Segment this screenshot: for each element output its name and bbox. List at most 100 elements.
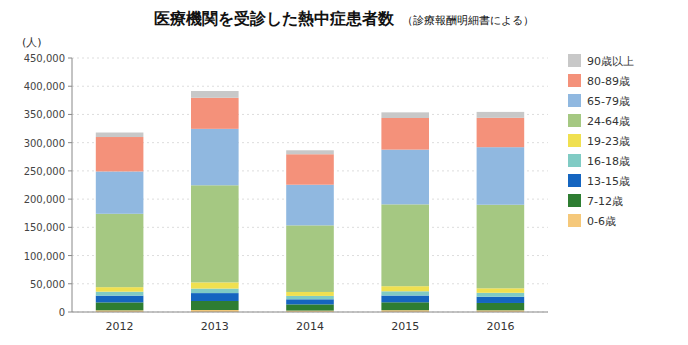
bar-segment [96, 302, 144, 310]
bar-segment [477, 118, 525, 147]
bar-segment [191, 98, 239, 129]
grid-line [72, 312, 548, 313]
legend-swatch [568, 134, 581, 147]
bar-segment [96, 296, 144, 303]
y-axis-line [72, 58, 73, 312]
y-tick-label: 350,000 [24, 109, 65, 120]
bar-segment [381, 150, 429, 205]
bars [96, 91, 524, 312]
y-axis: 0 50,000 100,000 150,000 200,000 250,000 300,0… [24, 53, 72, 318]
y-tick [68, 86, 72, 87]
x-tick-label: 2016 [486, 320, 514, 333]
bar-segment [477, 288, 525, 293]
legend-swatch [568, 114, 581, 127]
legend: 90歳以上 80-89歳 65-79歳 24-64歳 19-23歳 16-18歳 13-15… [568, 54, 634, 228]
bar-segment [191, 282, 239, 288]
legend-label: 7-12歳 [587, 195, 623, 208]
bar-segment [381, 204, 429, 286]
bar-segment [191, 289, 239, 294]
x-axis: 2012 2013 2014 2015 2016 [106, 320, 515, 333]
bar-segment [191, 91, 239, 98]
legend-label: 16-18歳 [587, 155, 630, 168]
bar-segment [96, 137, 144, 171]
bar-segment [96, 214, 144, 287]
subtitle: （診療報酬明細書による） [402, 14, 534, 27]
y-tick-label: 0 [59, 307, 65, 318]
y-tick [68, 312, 72, 313]
y-axis-label: (人) [22, 36, 42, 49]
series [96, 129, 524, 226]
bar-segment [286, 185, 334, 226]
bar-segment [286, 225, 334, 292]
y-tick [68, 142, 72, 143]
x-tick-label: 2013 [201, 320, 229, 333]
bar-segment [381, 296, 429, 303]
legend-label: 90歳以上 [587, 55, 634, 68]
x-tick-label: 2012 [106, 320, 134, 333]
bar-segment [286, 304, 334, 310]
y-tick [68, 255, 72, 256]
y-tick-label: 150,000 [24, 222, 65, 233]
grid [72, 58, 548, 312]
bar-segment [286, 296, 334, 299]
series [96, 185, 524, 292]
bar-segment [96, 287, 144, 292]
y-tick-label: 450,000 [24, 53, 65, 64]
legend-swatch [568, 94, 581, 107]
y-tick-label: 50,000 [30, 279, 65, 290]
grid-line [72, 86, 548, 87]
y-tick-label: 300,000 [24, 138, 65, 149]
legend-swatch [568, 54, 581, 67]
bar-segment [286, 150, 334, 154]
legend-label: 65-79歳 [587, 95, 630, 108]
legend-swatch [568, 214, 581, 227]
bar-segment [286, 154, 334, 184]
legend-label: 80-89歳 [587, 75, 630, 88]
y-tick-label: 200,000 [24, 194, 65, 205]
background [0, 0, 688, 345]
bar-segment [381, 118, 429, 150]
chart: 医療機関を受診した熱中症患者数 （診療報酬明細書による） (人) 0 50,000 100… [0, 0, 688, 345]
y-tick [68, 58, 72, 59]
title: 医療機関を受診した熱中症患者数 [154, 9, 395, 28]
bar-segment [96, 292, 144, 296]
y-tick [68, 199, 72, 200]
legend-label: 13-15歳 [587, 175, 630, 188]
legend-swatch [568, 194, 581, 207]
y-tick [68, 227, 72, 228]
bar-segment [381, 286, 429, 291]
x-axis-line [72, 312, 548, 313]
bar-segment [381, 302, 429, 310]
bar-segment [191, 301, 239, 310]
bar-segment [286, 299, 334, 304]
legend-label: 0-6歳 [587, 215, 616, 228]
y-tick-label: 250,000 [24, 166, 65, 177]
bar-segment [96, 171, 144, 213]
legend-swatch [568, 174, 581, 187]
y-tick-label: 100,000 [24, 251, 65, 262]
bar-segment [477, 205, 525, 289]
bar-segment [96, 133, 144, 138]
bar-segment [477, 112, 525, 118]
y-tick [68, 114, 72, 115]
bar-segment [191, 185, 239, 282]
legend-swatch [568, 154, 581, 167]
bar-segment [477, 147, 525, 205]
series [96, 98, 524, 185]
series [96, 91, 524, 154]
bar-segment [477, 293, 525, 297]
grid-line [72, 58, 548, 59]
x-tick-label: 2014 [296, 320, 324, 333]
y-tick [68, 283, 72, 284]
bar-segment [381, 291, 429, 295]
bar-segment [381, 112, 429, 118]
y-tick-label: 400,000 [24, 81, 65, 92]
legend-label: 24-64歳 [587, 115, 630, 128]
x-tick-label: 2015 [391, 320, 419, 333]
legend-label: 19-23歳 [587, 135, 630, 148]
bar-segment [191, 129, 239, 185]
bar-segment [286, 292, 334, 296]
y-tick [68, 170, 72, 171]
bar-segment [191, 293, 239, 301]
legend-swatch [568, 74, 581, 87]
